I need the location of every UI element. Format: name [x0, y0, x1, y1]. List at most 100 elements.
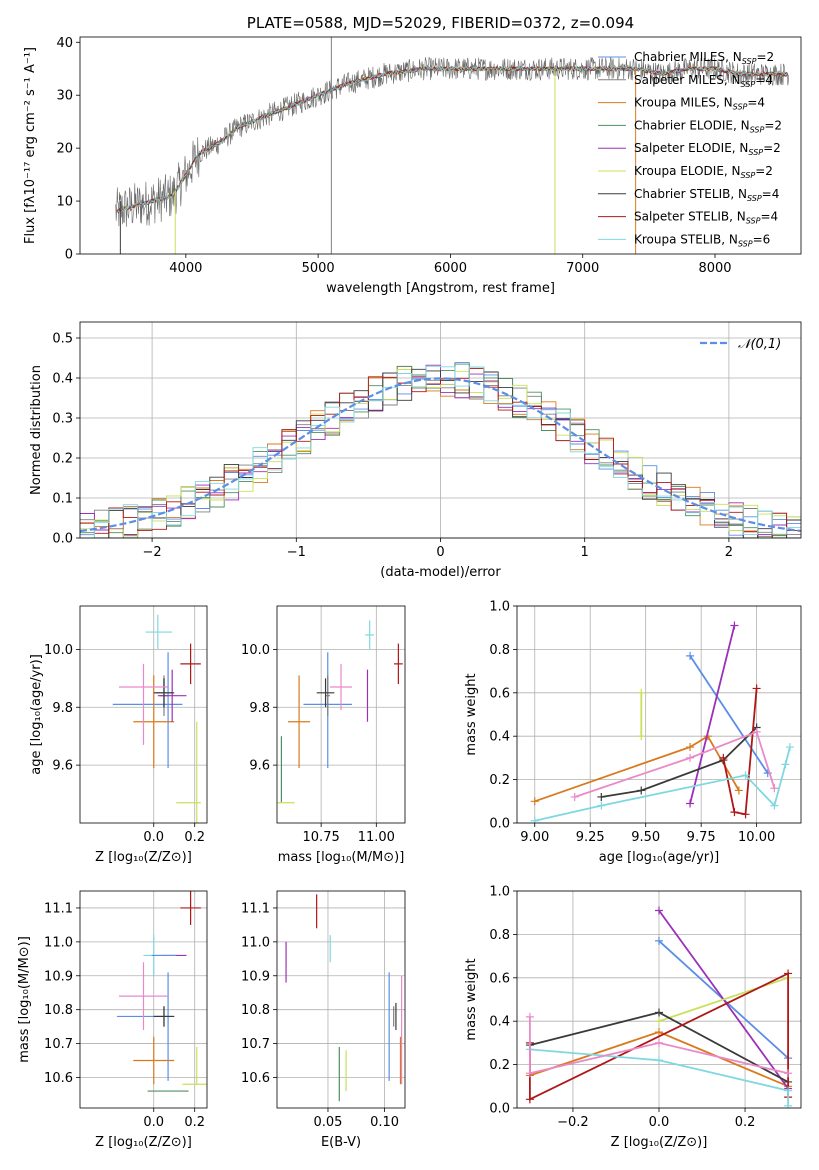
weight-marker [525, 1069, 534, 1078]
y-tick-label: 0.5 [52, 332, 73, 347]
chart-weight_vs_Z: −0.2 0.0 0.2 0.0 0.2 0.4 0.6 0.8 1.0 Z [log₁₀(Z/Z… [464, 885, 802, 1150]
weight-marker [637, 786, 646, 795]
legend-label: Salpeter MILES, NSSP=4 [634, 73, 773, 89]
legend-label: Chabrier MILES, NSSP=2 [634, 50, 774, 66]
chart-age_vs_Z: 0.0 0.2 9.6 9.8 10.0 Z [log₁₀(Z/Z⊙)] age [log₁… [29, 605, 208, 865]
legend-label: Chabrier ELODIE, NSSP=2 [634, 118, 782, 134]
x-tick-label: −2 [143, 545, 162, 560]
axes-frame [516, 605, 802, 824]
y-axis-label: mass [log₁₀(M/M⊙)] [17, 936, 32, 1063]
weight-marker [785, 743, 794, 752]
x-tick-label: 0.2 [184, 830, 205, 845]
y-tick-label: 0 [65, 248, 73, 263]
x-tick-label: 9.50 [631, 830, 660, 845]
weight-line [574, 730, 776, 798]
y-tick-label: 1.0 [489, 600, 510, 615]
x-tick-label: 9.00 [520, 830, 549, 845]
weight-marker [570, 792, 579, 801]
weight-marker [784, 1086, 793, 1095]
y-tick-label: 9.8 [52, 701, 73, 716]
normal-curve [80, 377, 801, 533]
y-tick-label: 10.0 [241, 643, 270, 658]
legend-label: 𝒩(0,1) [738, 337, 781, 352]
y-tick-label: 10.8 [44, 1003, 73, 1018]
y-tick-label: 0.8 [489, 643, 510, 658]
y-tick-label: 0.3 [52, 412, 73, 427]
y-tick-label: 0.8 [489, 928, 510, 943]
weight-marker [686, 799, 695, 808]
weight-marker [686, 753, 695, 762]
y-tick-label: 9.8 [249, 701, 270, 716]
y-tick-label: 0.4 [52, 372, 73, 387]
weight-line [534, 746, 791, 822]
weight-line [722, 688, 758, 816]
axes-frame [276, 890, 406, 1109]
weight-marker [781, 760, 790, 769]
y-tick-label: 0.2 [489, 1058, 510, 1073]
y-tick-label: 30 [56, 89, 73, 104]
errorbar-plot [112, 614, 201, 823]
chart-mass_vs_ebv: 0.05 0.10 10.6 10.7 10.8 10.9 11.0 11.1 E(B-V) [241, 890, 406, 1150]
model-line [116, 65, 789, 213]
histogram-step [80, 368, 801, 538]
axes-frame [79, 605, 208, 824]
x-tick-label: 9.75 [687, 830, 716, 845]
weight-marker [784, 1101, 793, 1108]
weight-marker [730, 808, 739, 817]
weight-marker [655, 906, 663, 915]
weight-marker [655, 1038, 663, 1047]
x-tick-label: −1 [287, 545, 306, 560]
weight-marker [655, 936, 663, 945]
chart-title: PLATE=0588, MJD=52029, FIBERID=0372, z=0… [247, 14, 634, 32]
weight-marker [530, 797, 539, 806]
y-axis-label: mass weight [464, 958, 479, 1040]
weight-marker [784, 969, 793, 978]
weight-line [529, 1048, 789, 1106]
x-tick-label: 0.2 [184, 1115, 205, 1130]
y-tick-label: 10 [56, 195, 73, 210]
y-axis-label: mass weight [464, 673, 479, 755]
line-plot [530, 621, 794, 823]
x-tick-label: 2 [725, 545, 733, 560]
y-tick-label: 10.9 [241, 969, 270, 984]
weight-line [601, 726, 758, 798]
y-tick-label: 10.0 [44, 643, 73, 658]
histogram-step [80, 368, 801, 538]
errorbar-plot [277, 620, 403, 804]
y-tick-label: 1.0 [489, 885, 510, 900]
weight-marker [655, 1008, 663, 1017]
weight-marker [655, 1017, 663, 1026]
x-axis-label: (data-model)/error [380, 565, 501, 580]
x-tick-label: 9.25 [576, 830, 605, 845]
x-axis-label: Z [log₁₀(Z/Z⊙)] [611, 1135, 708, 1150]
chart-mass_vs_Z: 0.0 0.2 10.6 10.7 10.8 10.9 11.0 11.1 Z [log₁₀(Z… [17, 890, 208, 1150]
weight-marker [784, 1069, 793, 1078]
weight-line [689, 655, 769, 774]
legend-label: Chabrier STELIB, NSSP=4 [634, 187, 779, 203]
x-tick-label: 10.75 [303, 830, 340, 845]
weight-line [658, 976, 789, 1023]
legend-label: Kroupa ELODIE, NSSP=2 [634, 164, 773, 180]
y-tick-label: 0.6 [489, 971, 510, 986]
x-tick-label: −0.2 [557, 1115, 589, 1130]
weight-marker [597, 792, 606, 801]
y-tick-label: 0.1 [52, 492, 73, 507]
axes-frame [79, 321, 802, 539]
legend-label: Salpeter ELODIE, NSSP=2 [634, 141, 781, 157]
line-plot [525, 906, 793, 1108]
chart-spectrum: 4000 5000 6000 7000 8000 0 10 20 30 40 wavelength … [23, 14, 802, 296]
weight-marker [637, 732, 646, 741]
weight-marker [719, 753, 728, 762]
x-tick-label: 0.0 [143, 1115, 164, 1130]
histogram-step [80, 369, 801, 537]
y-tick-label: 0.2 [52, 452, 73, 467]
x-tick-label: 8000 [698, 261, 731, 276]
x-axis-label: age [log₁₀(age/yr)] [599, 850, 720, 865]
x-tick-label: 6000 [434, 261, 467, 276]
axes-frame [276, 605, 406, 824]
chart-residuals: −2 −1 0 1 2 0.0 0.1 0.2 0.3 0.4 0.5 (data-model)/er… [29, 321, 802, 580]
histogram-plot [80, 362, 801, 538]
axes-frame [79, 890, 208, 1109]
x-axis-label: wavelength [Angstrom, rest frame] [326, 281, 555, 296]
